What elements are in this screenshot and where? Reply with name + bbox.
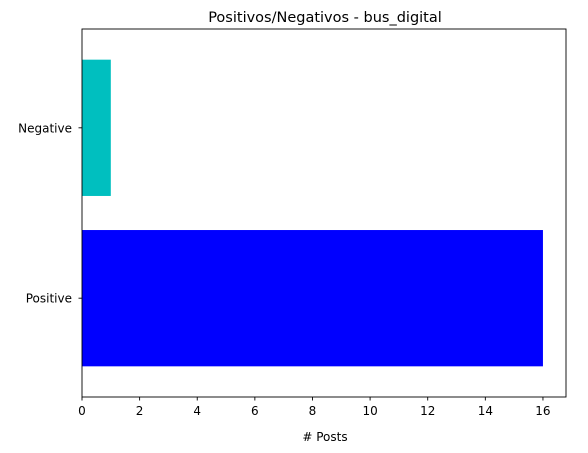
bar-negative xyxy=(82,59,111,196)
x-axis-label: # Posts xyxy=(302,430,347,444)
x-tick-label: 6 xyxy=(251,404,259,418)
y-tick-label: Positive xyxy=(26,292,72,306)
x-tick-label: 12 xyxy=(420,404,435,418)
x-tick-label: 10 xyxy=(362,404,377,418)
chart-title: Positivos/Negativos - bus_digital xyxy=(208,10,442,26)
x-tick-label: 4 xyxy=(193,404,201,418)
y-axis: Positive Negative xyxy=(18,121,82,306)
x-tick-label: 2 xyxy=(136,404,144,418)
bar-positive xyxy=(82,230,543,367)
x-axis: 0 2 4 6 8 10 12 14 16 xyxy=(78,397,551,418)
x-tick-label: 8 xyxy=(309,404,317,418)
y-tick-label: Negative xyxy=(18,121,72,135)
x-tick-label: 14 xyxy=(478,404,493,418)
x-tick-label: 0 xyxy=(78,404,86,418)
plot-frame xyxy=(81,28,567,398)
bars-layer xyxy=(82,59,543,367)
x-tick-label: 16 xyxy=(535,404,550,418)
